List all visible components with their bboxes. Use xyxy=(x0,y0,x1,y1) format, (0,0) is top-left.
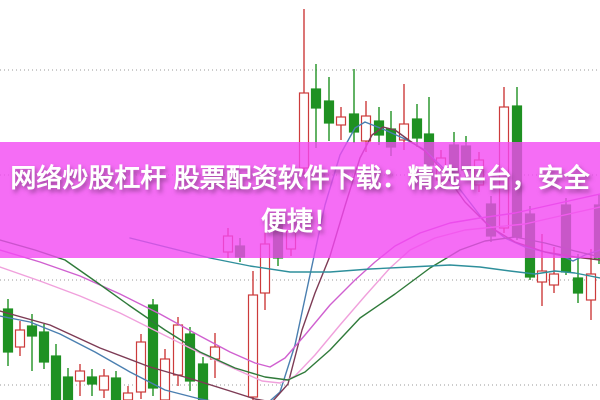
candle-body xyxy=(135,341,147,393)
candle-body xyxy=(2,308,14,353)
candle-body xyxy=(14,329,26,348)
candle-body xyxy=(360,115,372,142)
candle-body xyxy=(572,277,584,294)
candle-body xyxy=(310,88,322,109)
candle-body xyxy=(122,392,134,400)
candle-body xyxy=(536,270,548,283)
promo-banner-text-line2: 便捷！ xyxy=(260,206,339,236)
candle-body xyxy=(398,123,410,141)
candle-body xyxy=(335,116,347,126)
candle-body xyxy=(348,113,360,133)
candle-body xyxy=(86,376,98,385)
candle-body xyxy=(585,273,597,301)
candle-body xyxy=(50,355,62,400)
ma-teal-flat xyxy=(129,237,600,279)
candle-body xyxy=(159,358,171,400)
candle-body xyxy=(147,304,159,389)
ma-dark-green xyxy=(0,236,600,381)
candle-body xyxy=(110,377,122,400)
candle-body xyxy=(26,325,38,337)
candle-body xyxy=(247,294,259,398)
candle-body xyxy=(98,375,110,391)
candle-body xyxy=(323,100,335,124)
candle-body xyxy=(172,324,184,376)
candle-body xyxy=(74,370,86,382)
candle-body xyxy=(411,118,423,139)
candle-body xyxy=(548,273,560,286)
candle-body xyxy=(38,331,50,363)
candle-body xyxy=(62,376,74,400)
promo-banner[interactable]: 网络炒股杠杆 股票配资软件下载：精选平台，安全 便捷！ xyxy=(0,142,600,258)
candle-body xyxy=(184,333,196,382)
promo-banner-text-line1: 网络炒股杠杆 股票配资软件下载：精选平台，安全 xyxy=(10,163,590,193)
